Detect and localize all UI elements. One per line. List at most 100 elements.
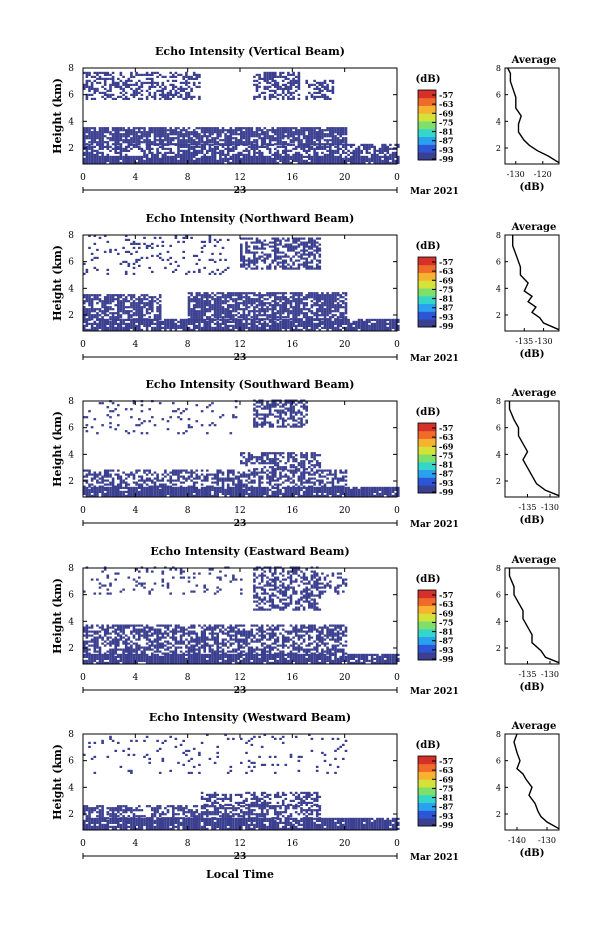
echo-cell (281, 292, 285, 295)
echo-cell (245, 488, 248, 491)
echo-cell (138, 85, 141, 88)
echo-cell (90, 157, 94, 160)
echo-cell (370, 157, 374, 160)
echo-cell (140, 486, 144, 489)
echo-cell (297, 304, 301, 307)
echo-cell (158, 73, 162, 76)
echo-cell (326, 314, 329, 317)
echo-cell (323, 300, 327, 303)
echo-cell (315, 133, 319, 136)
echo-cell (117, 326, 120, 329)
echo-cell (135, 308, 138, 311)
echo-cell (339, 312, 342, 315)
echo-cell (308, 296, 311, 299)
echo-cell (255, 161, 259, 164)
echo-cell (260, 324, 264, 327)
echo-cell (279, 298, 282, 301)
echo-cell (294, 310, 298, 313)
echo-cell (169, 93, 172, 96)
echo-cell (90, 87, 94, 90)
echo-cell (140, 161, 144, 164)
echo-cell (145, 159, 149, 162)
echo-cell (96, 494, 99, 497)
echo-cell (305, 265, 308, 268)
echo-cell (315, 139, 319, 142)
echo-cell (143, 486, 146, 489)
echo-cell (240, 159, 243, 162)
echo-cell (156, 320, 159, 323)
echo-cell (119, 157, 123, 160)
echo-cell (117, 312, 120, 315)
echo-cell (334, 306, 337, 309)
echo-cell (85, 131, 89, 134)
echo-cell (302, 243, 306, 246)
echo-cell (281, 129, 285, 132)
echo-cell (281, 486, 285, 489)
echo-cell (98, 157, 102, 160)
echo-cell (164, 137, 167, 140)
echo-cell (302, 145, 306, 148)
echo-cell (172, 161, 175, 164)
echo-cell (226, 139, 230, 142)
echo-cell (255, 300, 259, 303)
echo-cell (187, 304, 191, 307)
echo-cell (198, 127, 201, 130)
echo-cell (148, 91, 151, 94)
echo-cell (143, 73, 146, 76)
echo-cell (93, 298, 97, 301)
echo-cell (344, 127, 348, 130)
echo-cell (284, 157, 288, 160)
echo-cell (284, 129, 288, 132)
echo-cell (383, 145, 387, 148)
echo-cell (221, 151, 225, 154)
echo-cell (200, 486, 204, 489)
echo-cell (213, 302, 217, 305)
echo-cell (386, 147, 390, 150)
echo-cell (329, 322, 332, 325)
echo-cell (221, 302, 225, 305)
echo-cell (200, 296, 204, 299)
echo-cell (169, 475, 172, 478)
echo-cell (292, 328, 295, 331)
echo-cell (203, 324, 206, 327)
echo-cell (83, 306, 86, 309)
echo-cell (250, 316, 254, 319)
echo-cell (378, 492, 382, 495)
echo-cell (164, 143, 167, 146)
echo-cell (124, 133, 128, 136)
echo-cell (172, 139, 175, 142)
echo-cell (237, 294, 240, 297)
echo-cell (297, 155, 301, 158)
echo-cell (315, 143, 319, 146)
echo-cell (363, 322, 366, 325)
echo-cell (274, 486, 277, 489)
echo-cell (342, 300, 345, 303)
echo-cell (321, 326, 324, 329)
echo-cell (103, 97, 107, 100)
echo-cell (166, 129, 170, 132)
echo-cell (253, 159, 256, 162)
echo-cell (182, 145, 185, 148)
echo-cell (192, 304, 196, 307)
echo-cell (308, 91, 311, 94)
echo-cell (258, 492, 261, 495)
echo-cell (190, 479, 193, 482)
echo-cell (258, 300, 261, 303)
echo-cell (294, 304, 298, 307)
echo-cell (378, 494, 382, 497)
colorbar-segment (418, 90, 436, 99)
echo-cell (226, 294, 230, 297)
echo-cell (177, 264, 180, 267)
colorbar-segment (418, 311, 436, 320)
echo-cell (140, 310, 144, 313)
echo-cell (208, 149, 212, 152)
x-tick-label: 4 (132, 340, 138, 350)
echo-cell (318, 243, 322, 246)
echo-cell (158, 485, 162, 488)
echo-cell (310, 243, 314, 246)
echo-cell (237, 324, 240, 327)
echo-cell (260, 259, 264, 262)
echo-cell (145, 137, 149, 140)
echo-cell (271, 153, 274, 156)
echo-cell (274, 247, 277, 250)
